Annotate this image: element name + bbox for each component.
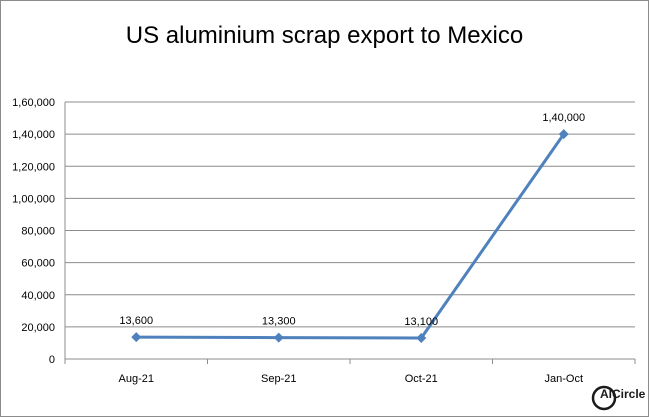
x-tick-label: Sep-21: [261, 373, 296, 385]
y-tick-label: 20,000: [21, 322, 55, 334]
data-label: 13,100: [404, 316, 438, 328]
y-tick-label: 1,40,000: [12, 129, 55, 141]
data-point-marker: [416, 332, 427, 343]
x-tick-label: Oct-21: [405, 373, 438, 385]
x-tick-label: Jan-Oct: [544, 373, 583, 385]
data-point-marker: [273, 332, 284, 343]
data-point-marker: [131, 332, 142, 343]
y-tick-label: 80,000: [21, 226, 55, 238]
chart-title: US aluminium scrap export to Mexico: [125, 22, 524, 49]
alcircle-logo: [591, 385, 617, 411]
logo-prefix: Al: [600, 387, 612, 401]
data-label: 1,40,000: [542, 112, 585, 124]
y-tick-label: 1,60,000: [12, 97, 55, 109]
logo-wordmark: AlCircle: [600, 387, 645, 401]
data-point-marker: [558, 129, 569, 140]
series-line: [136, 133, 565, 340]
y-tick-label: 0: [49, 354, 55, 366]
y-tick-label: 1,20,000: [12, 161, 55, 173]
y-tick-label: 60,000: [21, 258, 55, 270]
y-tick-label: 40,000: [21, 290, 55, 302]
logo-name: Circle: [612, 387, 646, 401]
data-label: 13,300: [262, 316, 296, 328]
y-tick-label: 1,00,000: [12, 193, 55, 205]
x-tick-label: Aug-21: [119, 373, 154, 385]
data-label: 13,600: [119, 315, 153, 327]
